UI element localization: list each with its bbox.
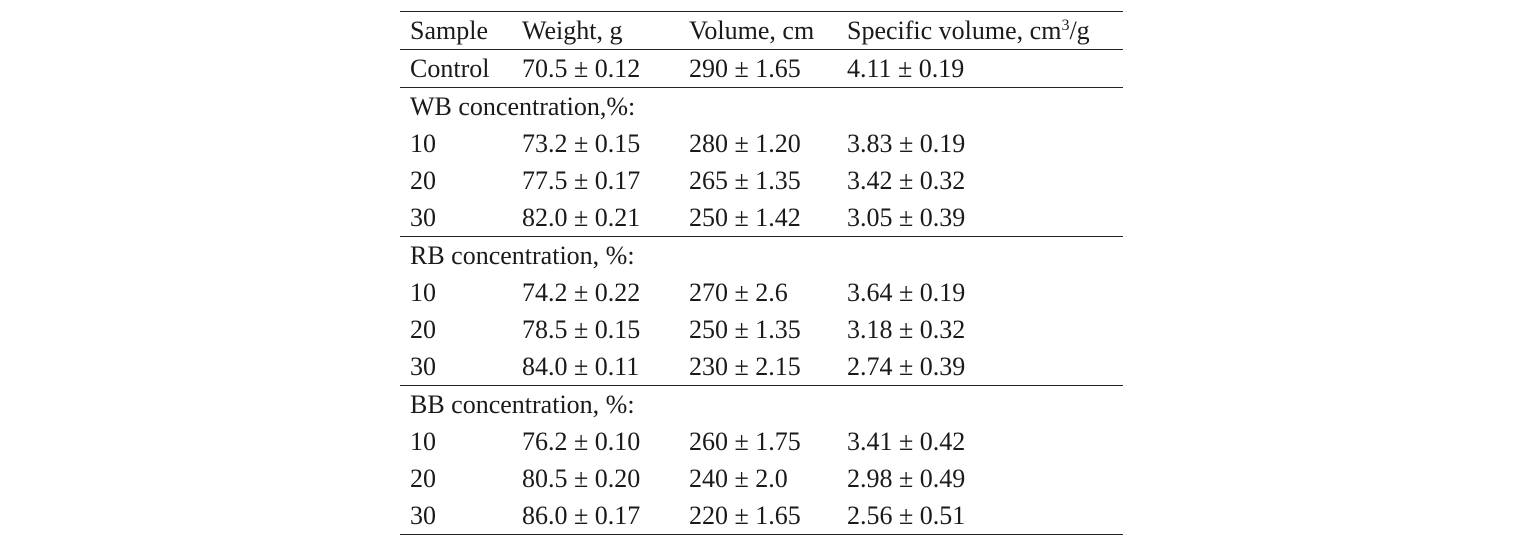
cell-sample: 20 xyxy=(410,165,436,195)
cell-weight: 77.5 ± 0.17 xyxy=(522,165,641,195)
cell-specific-volume: 2.98 ± 0.49 xyxy=(847,463,966,493)
group-label: RB concentration, %: xyxy=(400,236,1123,274)
table-row: 10 74.2 ± 0.22 270 ± 2.6 3.64 ± 0.19 xyxy=(400,274,1123,311)
bread-properties-table: Sample Weight, g Volume, cm Specific vol… xyxy=(400,11,1123,535)
cell-volume: 250 ± 1.42 xyxy=(689,202,801,232)
cell-sample: 10 xyxy=(410,277,436,307)
cell-sample: 30 xyxy=(410,202,436,232)
cell-weight: 86.0 ± 0.17 xyxy=(522,497,689,535)
cell-weight: 76.2 ± 0.10 xyxy=(522,426,641,456)
cell-sample: 10 xyxy=(410,128,436,158)
cell-volume: 240 ± 2.0 xyxy=(689,463,788,493)
cell-specific-volume: 2.56 ± 0.51 xyxy=(847,497,1123,535)
cell-specific-volume: 3.42 ± 0.32 xyxy=(847,165,966,195)
header-row: Sample Weight, g Volume, cm Specific vol… xyxy=(400,11,1123,50)
cell-weight: 82.0 ± 0.21 xyxy=(522,202,641,232)
cell-weight: 70.5 ± 0.12 xyxy=(522,49,689,88)
header-specific-volume: Specific volume, cm3/g xyxy=(847,11,1123,50)
cell-volume: 230 ± 2.15 xyxy=(689,351,801,381)
cell-sample: Control xyxy=(400,49,522,88)
header-specific-volume-prefix: Specific volume, cm xyxy=(847,15,1062,45)
cell-sample: 20 xyxy=(410,314,436,344)
group-header-rb: RB concentration, %: xyxy=(400,236,1123,274)
cell-weight: 73.2 ± 0.15 xyxy=(522,128,641,158)
cell-weight: 80.5 ± 0.20 xyxy=(522,463,641,493)
cell-volume: 220 ± 1.65 xyxy=(689,497,847,535)
group-header-bb: BB concentration, %: xyxy=(400,385,1123,423)
header-specific-volume-suffix: /g xyxy=(1069,15,1090,45)
cell-volume: 290 ± 1.65 xyxy=(689,49,847,88)
cell-weight: 74.2 ± 0.22 xyxy=(522,277,641,307)
group-label: BB concentration, %: xyxy=(400,385,1123,423)
table-row: 30 82.0 ± 0.21 250 ± 1.42 3.05 ± 0.39 xyxy=(400,199,1123,237)
cell-weight: 78.5 ± 0.15 xyxy=(522,314,641,344)
table-row: 30 84.0 ± 0.11 230 ± 2.15 2.74 ± 0.39 xyxy=(400,348,1123,386)
cell-sample: 20 xyxy=(410,463,436,493)
table-row: 20 80.5 ± 0.20 240 ± 2.0 2.98 ± 0.49 xyxy=(400,460,1123,497)
cell-sample: 10 xyxy=(410,426,436,456)
table-row: 10 73.2 ± 0.15 280 ± 1.20 3.83 ± 0.19 xyxy=(400,125,1123,162)
cell-specific-volume: 3.83 ± 0.19 xyxy=(847,128,966,158)
header-volume: Volume, cm xyxy=(689,11,847,50)
cell-sample: 30 xyxy=(410,351,436,381)
table-row: 30 86.0 ± 0.17 220 ± 1.65 2.56 ± 0.51 xyxy=(400,497,1123,535)
cell-specific-volume: 3.64 ± 0.19 xyxy=(847,277,966,307)
cell-specific-volume: 4.11 ± 0.19 xyxy=(847,49,1123,88)
cell-sample: 30 xyxy=(400,497,522,535)
table-row: 20 78.5 ± 0.15 250 ± 1.35 3.18 ± 0.32 xyxy=(400,311,1123,348)
cell-specific-volume: 3.05 ± 0.39 xyxy=(847,202,966,232)
cell-specific-volume: 2.74 ± 0.39 xyxy=(847,351,966,381)
data-table-container: Sample Weight, g Volume, cm Specific vol… xyxy=(400,11,1123,535)
cell-volume: 265 ± 1.35 xyxy=(689,165,801,195)
group-label: WB concentration,%: xyxy=(400,87,1123,125)
table-row-control: Control 70.5 ± 0.12 290 ± 1.65 4.11 ± 0.… xyxy=(400,49,1123,88)
header-sample: Sample xyxy=(400,11,522,50)
cell-weight: 84.0 ± 0.11 xyxy=(522,351,640,381)
cell-volume: 250 ± 1.35 xyxy=(689,314,801,344)
group-header-wb: WB concentration,%: xyxy=(400,87,1123,125)
table-row: 10 76.2 ± 0.10 260 ± 1.75 3.41 ± 0.42 xyxy=(400,423,1123,460)
cell-volume: 270 ± 2.6 xyxy=(689,277,788,307)
cell-specific-volume: 3.41 ± 0.42 xyxy=(847,426,966,456)
cell-volume: 260 ± 1.75 xyxy=(689,426,801,456)
table-row: 20 77.5 ± 0.17 265 ± 1.35 3.42 ± 0.32 xyxy=(400,162,1123,199)
cell-specific-volume: 3.18 ± 0.32 xyxy=(847,314,966,344)
header-weight: Weight, g xyxy=(522,11,689,50)
cell-volume: 280 ± 1.20 xyxy=(689,128,801,158)
header-specific-volume-exponent: 3 xyxy=(1061,16,1070,34)
